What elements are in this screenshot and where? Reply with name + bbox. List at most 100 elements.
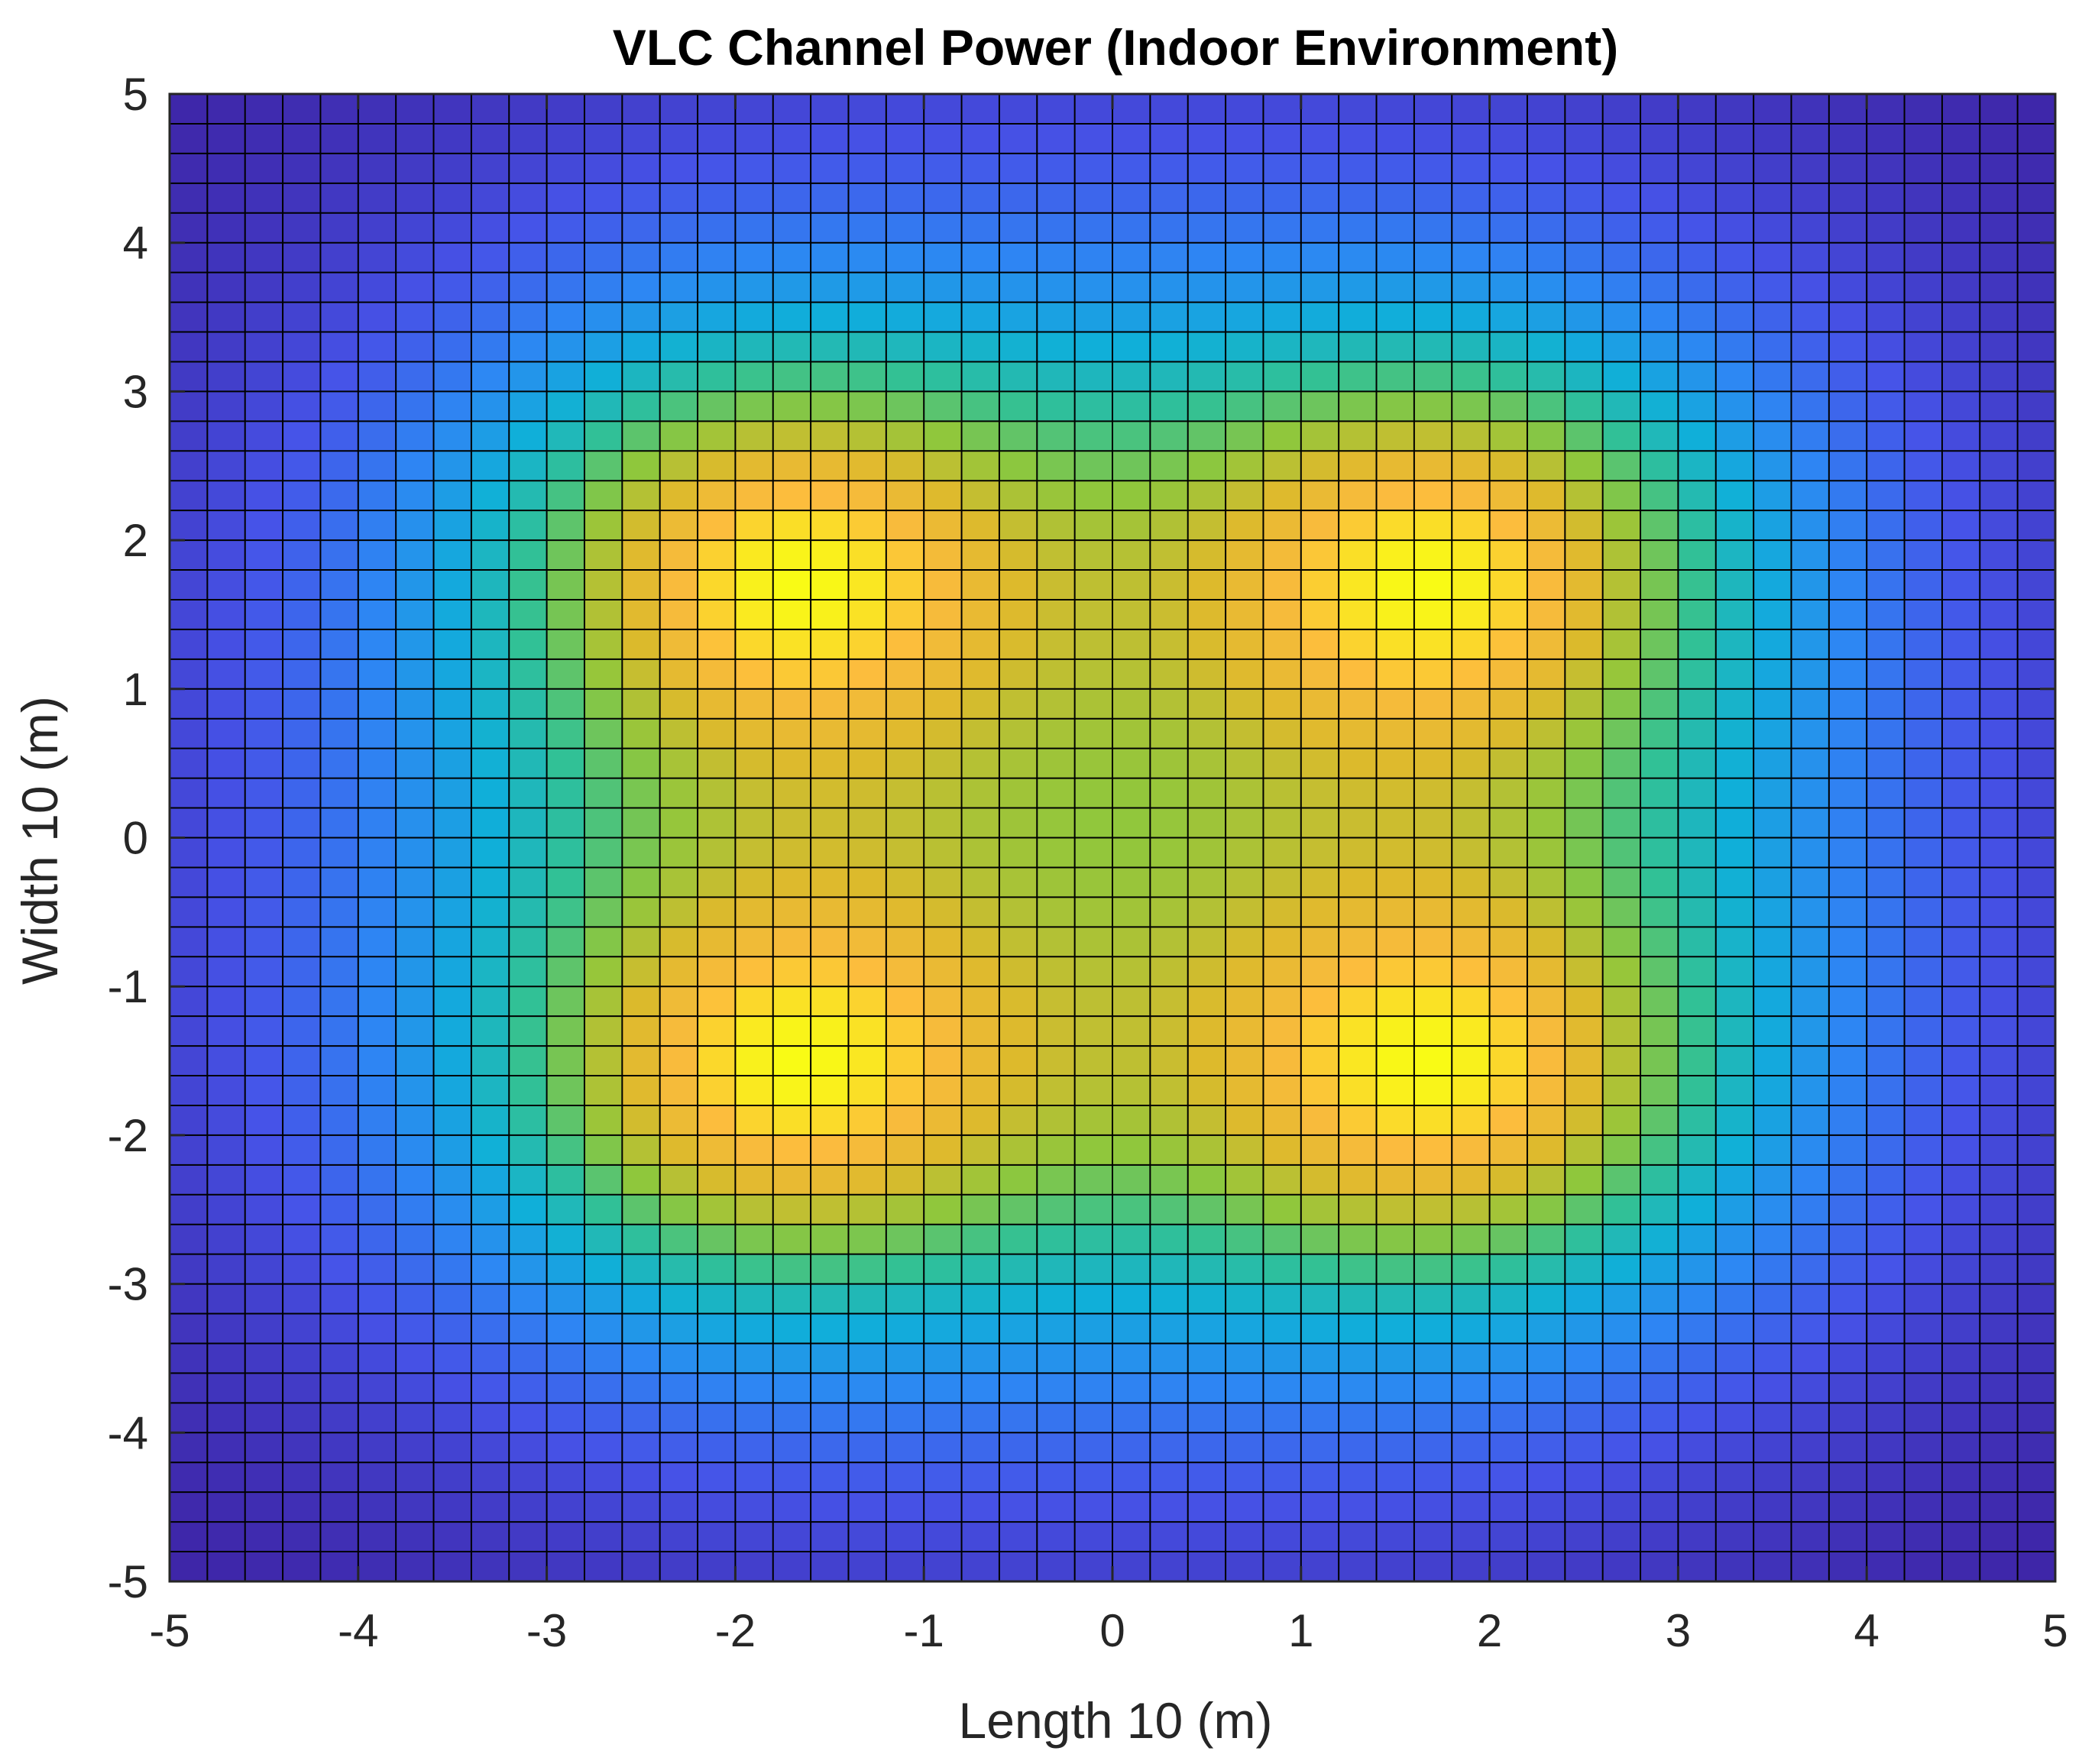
- heatmap-cell: [1452, 391, 1491, 422]
- heatmap-cell: [358, 1224, 397, 1255]
- heatmap-cell: [1640, 451, 1679, 481]
- heatmap-cell: [1602, 599, 1641, 630]
- heatmap-cell: [283, 629, 322, 660]
- heatmap-cell: [1678, 986, 1717, 1017]
- heatmap-cell: [584, 599, 623, 630]
- heatmap-cell: [735, 748, 774, 779]
- heatmap-cell: [1640, 570, 1679, 600]
- heatmap-cell: [1413, 391, 1452, 422]
- heatmap-cell: [170, 1164, 208, 1196]
- heatmap-cell: [1150, 1403, 1189, 1433]
- heatmap-cell: [396, 1016, 435, 1047]
- heatmap-cell: [283, 1432, 322, 1463]
- heatmap-cell: [1753, 1373, 1792, 1403]
- heatmap-cell: [622, 1224, 661, 1255]
- heatmap-cell: [1452, 94, 1491, 125]
- heatmap-cell: [811, 361, 850, 392]
- heatmap-cell: [1904, 1343, 1943, 1374]
- heatmap-cell: [170, 1343, 208, 1374]
- heatmap-cell: [1640, 1194, 1679, 1225]
- heatmap-cell: [1904, 153, 1943, 184]
- heatmap-cell: [772, 94, 811, 125]
- heatmap-cell: [1904, 718, 1943, 749]
- heatmap-cell: [1527, 1283, 1566, 1315]
- heatmap-cell: [170, 867, 208, 898]
- heatmap-cell: [1263, 748, 1302, 779]
- heatmap-cell: [1489, 1403, 1528, 1433]
- heatmap-cell: [1339, 837, 1378, 869]
- heatmap-cell: [659, 1105, 698, 1136]
- heatmap-cell: [283, 123, 322, 154]
- heatmap-cell: [622, 688, 661, 720]
- heatmap-cell: [1527, 986, 1566, 1017]
- heatmap-cell: [1602, 242, 1641, 274]
- heatmap-cell: [735, 183, 774, 214]
- heatmap-cell: [1074, 1522, 1113, 1552]
- heatmap-cell: [811, 897, 850, 927]
- heatmap-cell: [396, 510, 435, 541]
- heatmap-cell: [1226, 94, 1264, 125]
- heatmap-cell: [1339, 302, 1378, 333]
- heatmap-cell: [848, 421, 887, 452]
- heatmap-cell: [735, 718, 774, 749]
- heatmap-cell: [1074, 1016, 1113, 1047]
- heatmap-cell: [1339, 659, 1378, 690]
- heatmap-cell: [320, 1076, 359, 1106]
- heatmap-cell: [622, 1403, 661, 1433]
- heatmap-cell: [1413, 1194, 1452, 1225]
- heatmap-cell: [961, 718, 1000, 749]
- heatmap-cell: [1941, 123, 1980, 154]
- heatmap-cell: [1867, 242, 1906, 274]
- heatmap-cell: [1980, 94, 2019, 125]
- heatmap-cell: [396, 1313, 435, 1345]
- heatmap-cell: [1150, 1105, 1189, 1136]
- heatmap-cell: [1941, 302, 1980, 333]
- heatmap-cell: [811, 242, 850, 274]
- heatmap-cell: [622, 242, 661, 274]
- heatmap-cell: [2017, 94, 2056, 125]
- heatmap-cell: [1980, 1046, 2019, 1076]
- heatmap-cell: [659, 1134, 698, 1166]
- heatmap-cell: [622, 153, 661, 184]
- heatmap-cell: [1527, 1164, 1566, 1196]
- heatmap-cell: [320, 629, 359, 660]
- heatmap-cell: [1753, 808, 1792, 839]
- heatmap-cell: [283, 421, 322, 452]
- heatmap-cell: [1565, 1313, 1604, 1345]
- heatmap-cell: [1753, 1403, 1792, 1433]
- heatmap-cell: [358, 1134, 397, 1166]
- heatmap-cell: [244, 391, 283, 422]
- heatmap-cell: [1226, 1343, 1264, 1374]
- heatmap-cell: [396, 361, 435, 392]
- heatmap-cell: [358, 242, 397, 274]
- heatmap-cell: [924, 123, 963, 154]
- heatmap-cell: [2017, 1224, 2056, 1255]
- heatmap-cell: [735, 1432, 774, 1463]
- heatmap-cell: [396, 212, 435, 244]
- heatmap-cell: [999, 1522, 1038, 1552]
- heatmap-cell: [1489, 1373, 1528, 1403]
- heatmap-cell: [811, 570, 850, 600]
- heatmap-cell: [471, 510, 510, 541]
- heatmap-cell: [622, 361, 661, 392]
- heatmap-cell: [320, 421, 359, 452]
- heatmap-cell: [509, 837, 548, 869]
- heatmap-cell: [1037, 242, 1076, 274]
- heatmap-cell: [1828, 778, 1867, 809]
- heatmap-cell: [924, 153, 963, 184]
- heatmap-cell: [1867, 183, 1906, 214]
- heatmap-cell: [1828, 332, 1867, 363]
- heatmap-cell: [433, 808, 472, 839]
- heatmap-cell: [1904, 540, 1943, 571]
- heatmap-cell: [848, 867, 887, 898]
- heatmap-cell: [1150, 1164, 1189, 1196]
- heatmap-cell: [622, 1076, 661, 1106]
- heatmap-cell: [244, 1016, 283, 1047]
- heatmap-cell: [320, 1373, 359, 1403]
- heatmap-cell: [1150, 748, 1189, 779]
- heatmap-cell: [471, 481, 510, 511]
- heatmap-cell: [320, 183, 359, 214]
- heatmap-cell: [1413, 540, 1452, 571]
- heatmap-cell: [1074, 183, 1113, 214]
- heatmap-cell: [1565, 897, 1604, 927]
